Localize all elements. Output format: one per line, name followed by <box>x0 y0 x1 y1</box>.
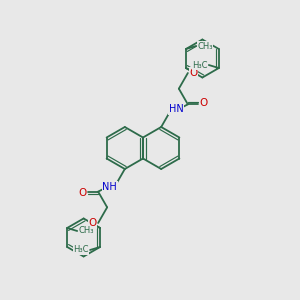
Text: CH₃: CH₃ <box>197 41 213 50</box>
Text: O: O <box>88 218 96 228</box>
Text: O: O <box>78 188 86 198</box>
Text: O: O <box>190 68 198 78</box>
Text: CH₃: CH₃ <box>78 226 94 236</box>
Text: H₃C: H₃C <box>192 61 208 70</box>
Text: NH: NH <box>102 182 117 192</box>
Text: HN: HN <box>169 104 184 114</box>
Text: O: O <box>200 98 208 108</box>
Text: H₃C: H₃C <box>73 245 89 254</box>
